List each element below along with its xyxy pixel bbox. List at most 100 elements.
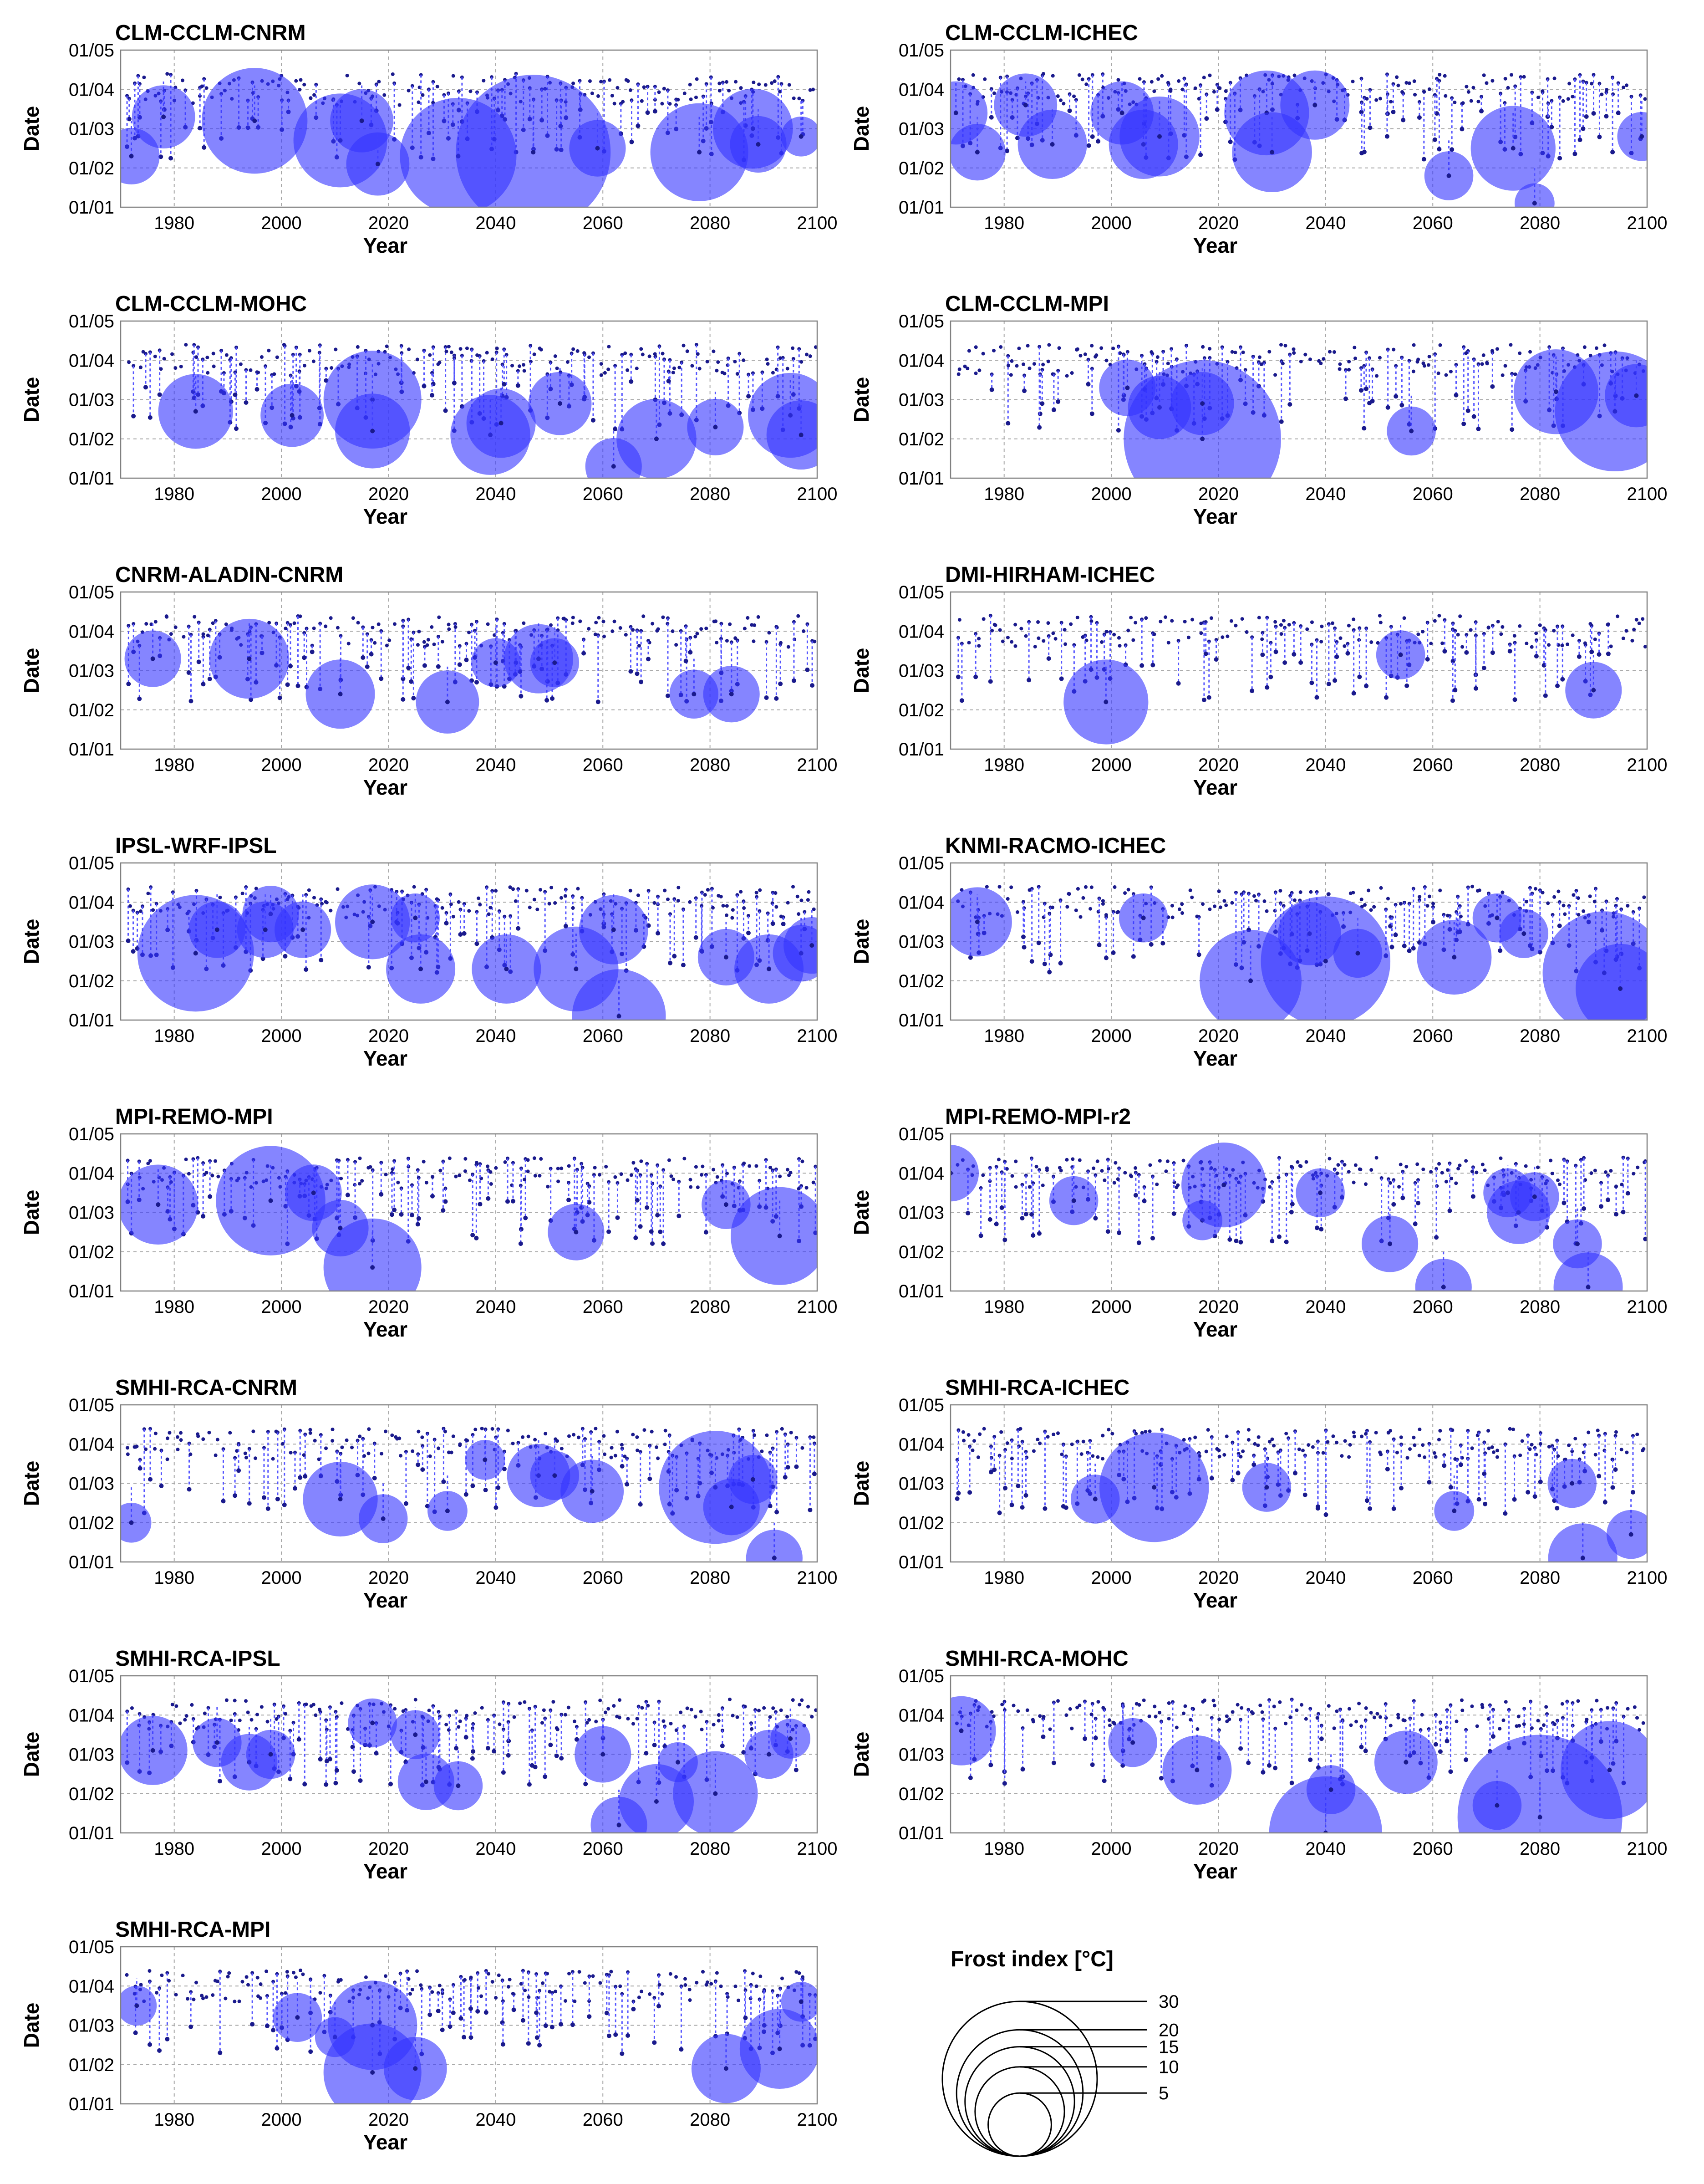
daily-point xyxy=(724,913,728,917)
daily-point xyxy=(1364,386,1369,391)
daily-point xyxy=(595,699,600,704)
plot-area xyxy=(126,884,817,1020)
daily-point xyxy=(636,123,641,128)
daily-point xyxy=(1116,428,1121,433)
daily-point xyxy=(431,1175,435,1179)
daily-point xyxy=(474,1235,479,1240)
daily-point xyxy=(1284,1240,1289,1245)
daily-point xyxy=(130,1706,134,1710)
y-tick-label: 01/04 xyxy=(69,893,114,913)
daily-point xyxy=(1374,1431,1378,1435)
y-tick-label: 01/05 xyxy=(899,582,944,602)
x-tick-label: 2080 xyxy=(1520,484,1560,504)
daily-point xyxy=(1164,615,1168,619)
daily-point xyxy=(808,1507,813,1512)
daily-point xyxy=(1375,374,1379,378)
daily-point xyxy=(1225,1434,1229,1439)
daily-point xyxy=(1037,1231,1042,1236)
daily-point xyxy=(470,1483,475,1488)
daily-point xyxy=(1083,352,1087,357)
daily-point xyxy=(681,963,686,968)
daily-point xyxy=(610,629,615,633)
x-tick-label: 2080 xyxy=(1520,1026,1560,1046)
daily-point xyxy=(742,1161,746,1165)
daily-point xyxy=(1642,895,1646,899)
daily-point xyxy=(1533,887,1537,891)
daily-point xyxy=(1083,885,1088,889)
plot-frame xyxy=(950,1133,1648,1292)
daily-point xyxy=(1051,74,1055,78)
daily-point xyxy=(677,366,682,370)
daily-point xyxy=(789,1430,793,1434)
daily-point xyxy=(1138,77,1142,81)
daily-point xyxy=(1037,425,1042,430)
daily-point xyxy=(1401,117,1406,122)
daily-point xyxy=(1498,948,1503,953)
bubble-center xyxy=(161,114,166,119)
daily-point xyxy=(514,899,518,903)
daily-point xyxy=(1188,888,1192,893)
daily-point xyxy=(1005,148,1010,153)
daily-point xyxy=(1412,1435,1416,1439)
x-axis-label: Year xyxy=(1193,1588,1237,1612)
daily-point xyxy=(309,96,313,100)
daily-point xyxy=(799,360,804,364)
daily-point xyxy=(458,1719,462,1723)
daily-point xyxy=(1296,1160,1300,1164)
bubble-center xyxy=(156,1202,161,1207)
daily-point xyxy=(985,885,989,889)
daily-point xyxy=(1101,899,1105,903)
daily-point xyxy=(1347,1455,1351,1459)
daily-point xyxy=(610,1446,614,1450)
daily-point xyxy=(430,625,434,629)
daily-point xyxy=(494,1166,498,1170)
daily-point xyxy=(312,93,316,97)
daily-point xyxy=(198,94,202,98)
daily-point xyxy=(184,343,188,347)
daily-point xyxy=(1106,1167,1110,1171)
y-tick-label: 01/01 xyxy=(899,1010,944,1031)
bubble-center xyxy=(1586,1285,1591,1290)
daily-point xyxy=(288,1776,293,1781)
daily-point xyxy=(526,1434,530,1439)
daily-point xyxy=(1144,616,1148,620)
daily-point xyxy=(623,351,627,355)
daily-point xyxy=(1412,343,1416,347)
daily-point xyxy=(1405,1456,1409,1460)
daily-point xyxy=(962,1439,966,1443)
daily-point xyxy=(1503,77,1507,81)
daily-point xyxy=(256,370,260,374)
daily-point xyxy=(401,697,406,702)
x-tick-label: 2080 xyxy=(1520,1297,1560,1317)
daily-point xyxy=(486,1164,490,1169)
daily-point xyxy=(1584,114,1589,119)
daily-point xyxy=(501,1727,505,1731)
daily-point xyxy=(444,921,449,926)
y-tick-label: 01/05 xyxy=(899,853,944,873)
daily-point xyxy=(1510,427,1515,432)
daily-point xyxy=(1427,355,1431,359)
daily-point xyxy=(1176,1183,1180,1187)
daily-point xyxy=(1359,110,1364,115)
daily-point xyxy=(639,347,643,351)
daily-point xyxy=(146,892,150,896)
y-tick-label: 01/04 xyxy=(899,1163,944,1184)
daily-point xyxy=(280,1442,285,1446)
daily-point xyxy=(1196,952,1201,957)
daily-point xyxy=(409,1213,414,1218)
daily-point xyxy=(786,901,790,905)
daily-point xyxy=(1434,1455,1438,1459)
daily-point xyxy=(1490,1445,1494,1449)
daily-point xyxy=(597,1173,601,1177)
daily-point xyxy=(674,643,678,647)
daily-point xyxy=(1453,100,1457,104)
x-axis-label: Year xyxy=(363,1317,407,1341)
bubble-center xyxy=(1152,1485,1157,1490)
daily-point xyxy=(1557,156,1562,161)
y-tick-label: 01/02 xyxy=(69,429,114,449)
x-axis-label: Year xyxy=(363,1588,407,1612)
daily-point xyxy=(607,345,611,349)
daily-point xyxy=(647,1476,652,1481)
bubble-center xyxy=(723,1202,728,1207)
bubble-center xyxy=(1495,915,1500,920)
